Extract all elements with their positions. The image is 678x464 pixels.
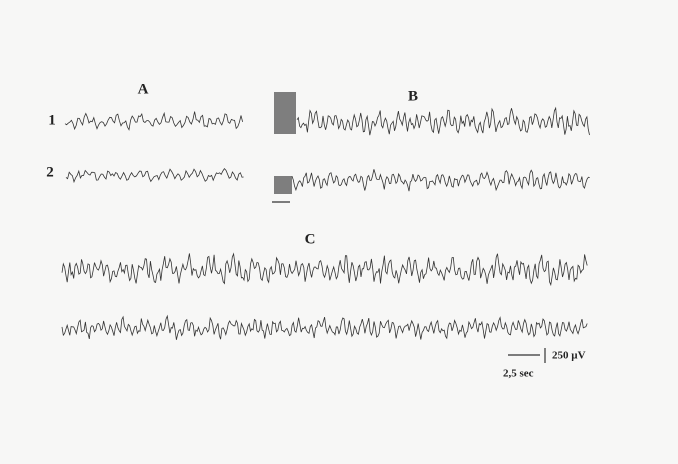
amplitude-scale-label: 250 µV bbox=[552, 350, 586, 362]
panel-label: C bbox=[305, 231, 316, 247]
panel-label: A bbox=[138, 81, 149, 97]
background bbox=[0, 0, 678, 464]
artifact-block bbox=[274, 92, 296, 134]
time-scale-label: 2,5 sec bbox=[503, 368, 534, 380]
panel-label: B bbox=[408, 88, 418, 104]
figure: A B C 1 2 250 µV 2,5 sec bbox=[0, 0, 678, 464]
row-label: 2 bbox=[46, 164, 54, 180]
artifact-block bbox=[274, 176, 292, 194]
row-label: 1 bbox=[48, 112, 56, 128]
